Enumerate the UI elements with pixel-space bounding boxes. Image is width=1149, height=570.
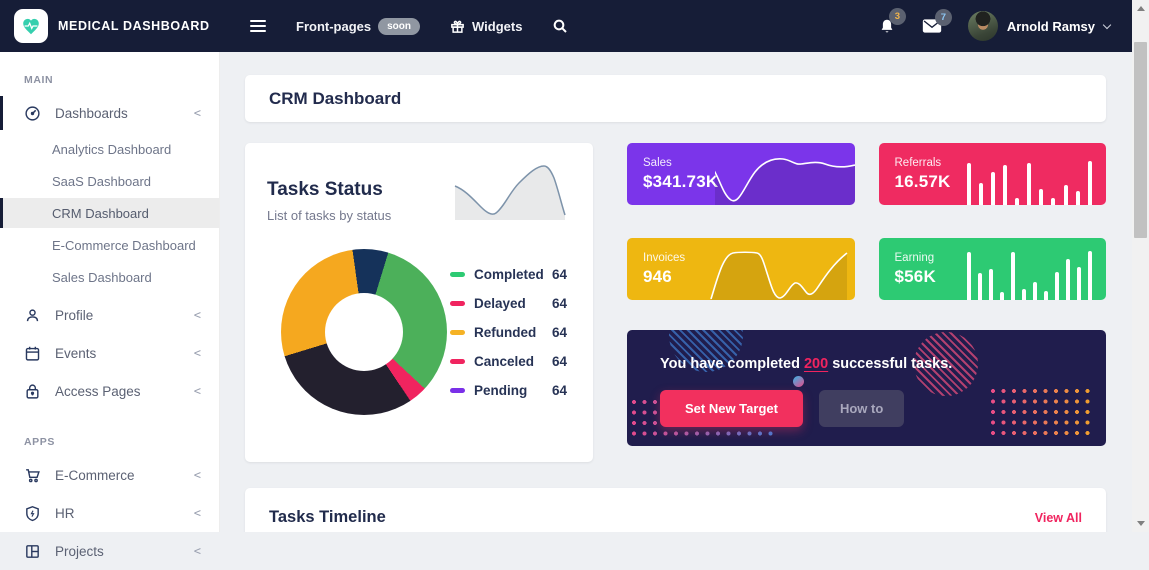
nav-widgets[interactable]: Widgets xyxy=(450,19,522,34)
stats-column: Sales $341.73K Referrals 16.57K Invoice xyxy=(627,143,1106,462)
browser-scrollbar[interactable] xyxy=(1132,0,1149,532)
legend-marker xyxy=(450,359,465,364)
mail-count-badge: 7 xyxy=(935,9,952,26)
tasks-status-card: Tasks Status List of tasks by status Com… xyxy=(245,143,593,462)
tasks-donut-chart xyxy=(281,249,447,415)
stat-card-invoices: Invoices 946 xyxy=(627,238,855,300)
avatar xyxy=(968,11,998,41)
user-menu[interactable]: Arnold Ramsy xyxy=(968,11,1110,41)
chevron-collapse-icon: < xyxy=(194,506,201,520)
sidebar-section-apps: APPS xyxy=(0,410,219,456)
legend-marker xyxy=(450,330,465,335)
tasks-status-subtitle: List of tasks by status xyxy=(267,208,391,223)
tasks-timeline-title: Tasks Timeline xyxy=(269,508,386,527)
chevron-collapse-icon: < xyxy=(194,346,201,360)
legend-completed[interactable]: Completed 64 xyxy=(450,267,567,282)
legend-marker xyxy=(450,272,465,277)
page-title-card: CRM Dashboard xyxy=(245,75,1106,122)
how-to-button[interactable]: How to xyxy=(819,390,904,427)
chevron-collapse-icon: < xyxy=(194,544,201,558)
messages-mail[interactable]: 7 xyxy=(922,18,942,34)
sidebar-subitem-ecommerce-dashboard[interactable]: E-Commerce Dashboard xyxy=(0,230,219,260)
speedometer-icon xyxy=(24,105,41,122)
calendar-icon xyxy=(24,345,41,362)
top-navbar: MEDICAL DASHBOARD Front-pages soon Widge… xyxy=(0,0,1132,52)
sidebar-subitem-saas-dashboard[interactable]: SaaS Dashboard xyxy=(0,166,219,196)
main-content: CRM Dashboard Tasks Status List of tasks… xyxy=(220,52,1132,532)
lock-icon xyxy=(24,383,41,400)
cart-icon xyxy=(24,467,41,484)
brand[interactable]: MEDICAL DASHBOARD xyxy=(0,9,220,43)
legend-canceled[interactable]: Canceled 64 xyxy=(450,354,567,369)
chevron-collapse-icon: < xyxy=(194,106,201,120)
scrollbar-thumb[interactable] xyxy=(1134,42,1147,238)
sidebar-section-main: MAIN xyxy=(0,52,219,94)
tasks-status-title: Tasks Status xyxy=(267,179,391,201)
invoices-line-chart xyxy=(705,242,855,300)
notifications-bell[interactable]: 3 xyxy=(878,17,896,36)
scrollbar-down-arrow[interactable] xyxy=(1137,521,1145,526)
grid-icon xyxy=(24,543,41,560)
sidebar-item-dashboards[interactable]: Dashboards < xyxy=(0,94,219,132)
app-window: MEDICAL DASHBOARD Front-pages soon Widge… xyxy=(0,0,1149,532)
chevron-collapse-icon: < xyxy=(194,308,201,322)
widgets-label: Widgets xyxy=(472,19,522,34)
banner-message: You have completed 200 successful tasks. xyxy=(660,356,952,372)
sidebar-item-profile[interactable]: Profile < xyxy=(0,296,219,334)
sales-line-chart xyxy=(715,149,855,205)
set-new-target-button[interactable]: Set New Target xyxy=(660,390,803,427)
sidebar-subitem-crm-dashboard[interactable]: CRM Dashboard xyxy=(0,198,219,228)
user-name: Arnold Ramsy xyxy=(1007,19,1095,34)
search-icon[interactable] xyxy=(552,18,568,34)
chevron-collapse-icon: < xyxy=(194,468,201,482)
sidebar-subitem-analytics-dashboard[interactable]: Analytics Dashboard xyxy=(0,134,219,164)
sidebar-item-events[interactable]: Events < xyxy=(0,334,219,372)
legend-pending[interactable]: Pending 64 xyxy=(450,383,567,398)
brand-name: MEDICAL DASHBOARD xyxy=(58,19,210,33)
legend-marker xyxy=(450,301,465,306)
chevron-collapse-icon: < xyxy=(194,384,201,398)
tasks-legend: Completed 64 Delayed 64 Refunded 64 xyxy=(450,253,567,412)
menu-icon[interactable] xyxy=(250,20,266,32)
stat-card-sales: Sales $341.73K xyxy=(627,143,855,205)
stat-card-referrals: Referrals 16.57K xyxy=(879,143,1107,205)
front-pages-label: Front-pages xyxy=(296,19,371,34)
sidebar-item-hr[interactable]: HR < xyxy=(0,494,219,532)
referrals-bar-chart xyxy=(967,151,1093,205)
dot-grid-decoration xyxy=(988,386,1094,438)
legend-refunded[interactable]: Refunded 64 xyxy=(450,325,567,340)
page-title: CRM Dashboard xyxy=(269,89,401,109)
tasks-timeline-card: Tasks Timeline View All xyxy=(245,488,1106,532)
gift-icon xyxy=(450,19,465,34)
sidebar-item-projects[interactable]: Projects < xyxy=(0,532,219,570)
soon-badge: soon xyxy=(378,18,420,35)
user-icon xyxy=(24,307,41,324)
legend-delayed[interactable]: Delayed 64 xyxy=(450,296,567,311)
medical-logo-icon xyxy=(14,9,48,43)
legend-marker xyxy=(450,388,465,393)
sidebar-item-ecommerce[interactable]: E-Commerce < xyxy=(0,456,219,494)
chevron-down-icon xyxy=(1103,20,1111,28)
earning-bar-chart xyxy=(967,246,1093,300)
view-all-link[interactable]: View All xyxy=(1035,511,1082,525)
scrollbar-up-arrow[interactable] xyxy=(1137,6,1145,11)
stat-card-earning: Earning $56K xyxy=(879,238,1107,300)
nav-front-pages[interactable]: Front-pages soon xyxy=(296,18,420,35)
sidebar-subitem-sales-dashboard[interactable]: Sales Dashboard xyxy=(0,262,219,292)
tasks-banner: You have completed 200 successful tasks.… xyxy=(627,330,1106,446)
banner-highlight-count: 200 xyxy=(804,356,828,372)
sidebar: MAIN Dashboards < Analytics Dashboard Sa… xyxy=(0,52,220,532)
sidebar-item-access-pages[interactable]: Access Pages < xyxy=(0,372,219,410)
tasks-sparkline-chart xyxy=(453,163,571,221)
bell-count-badge: 3 xyxy=(889,8,906,25)
shield-icon xyxy=(24,505,41,522)
gradient-dot-decoration xyxy=(793,376,804,387)
